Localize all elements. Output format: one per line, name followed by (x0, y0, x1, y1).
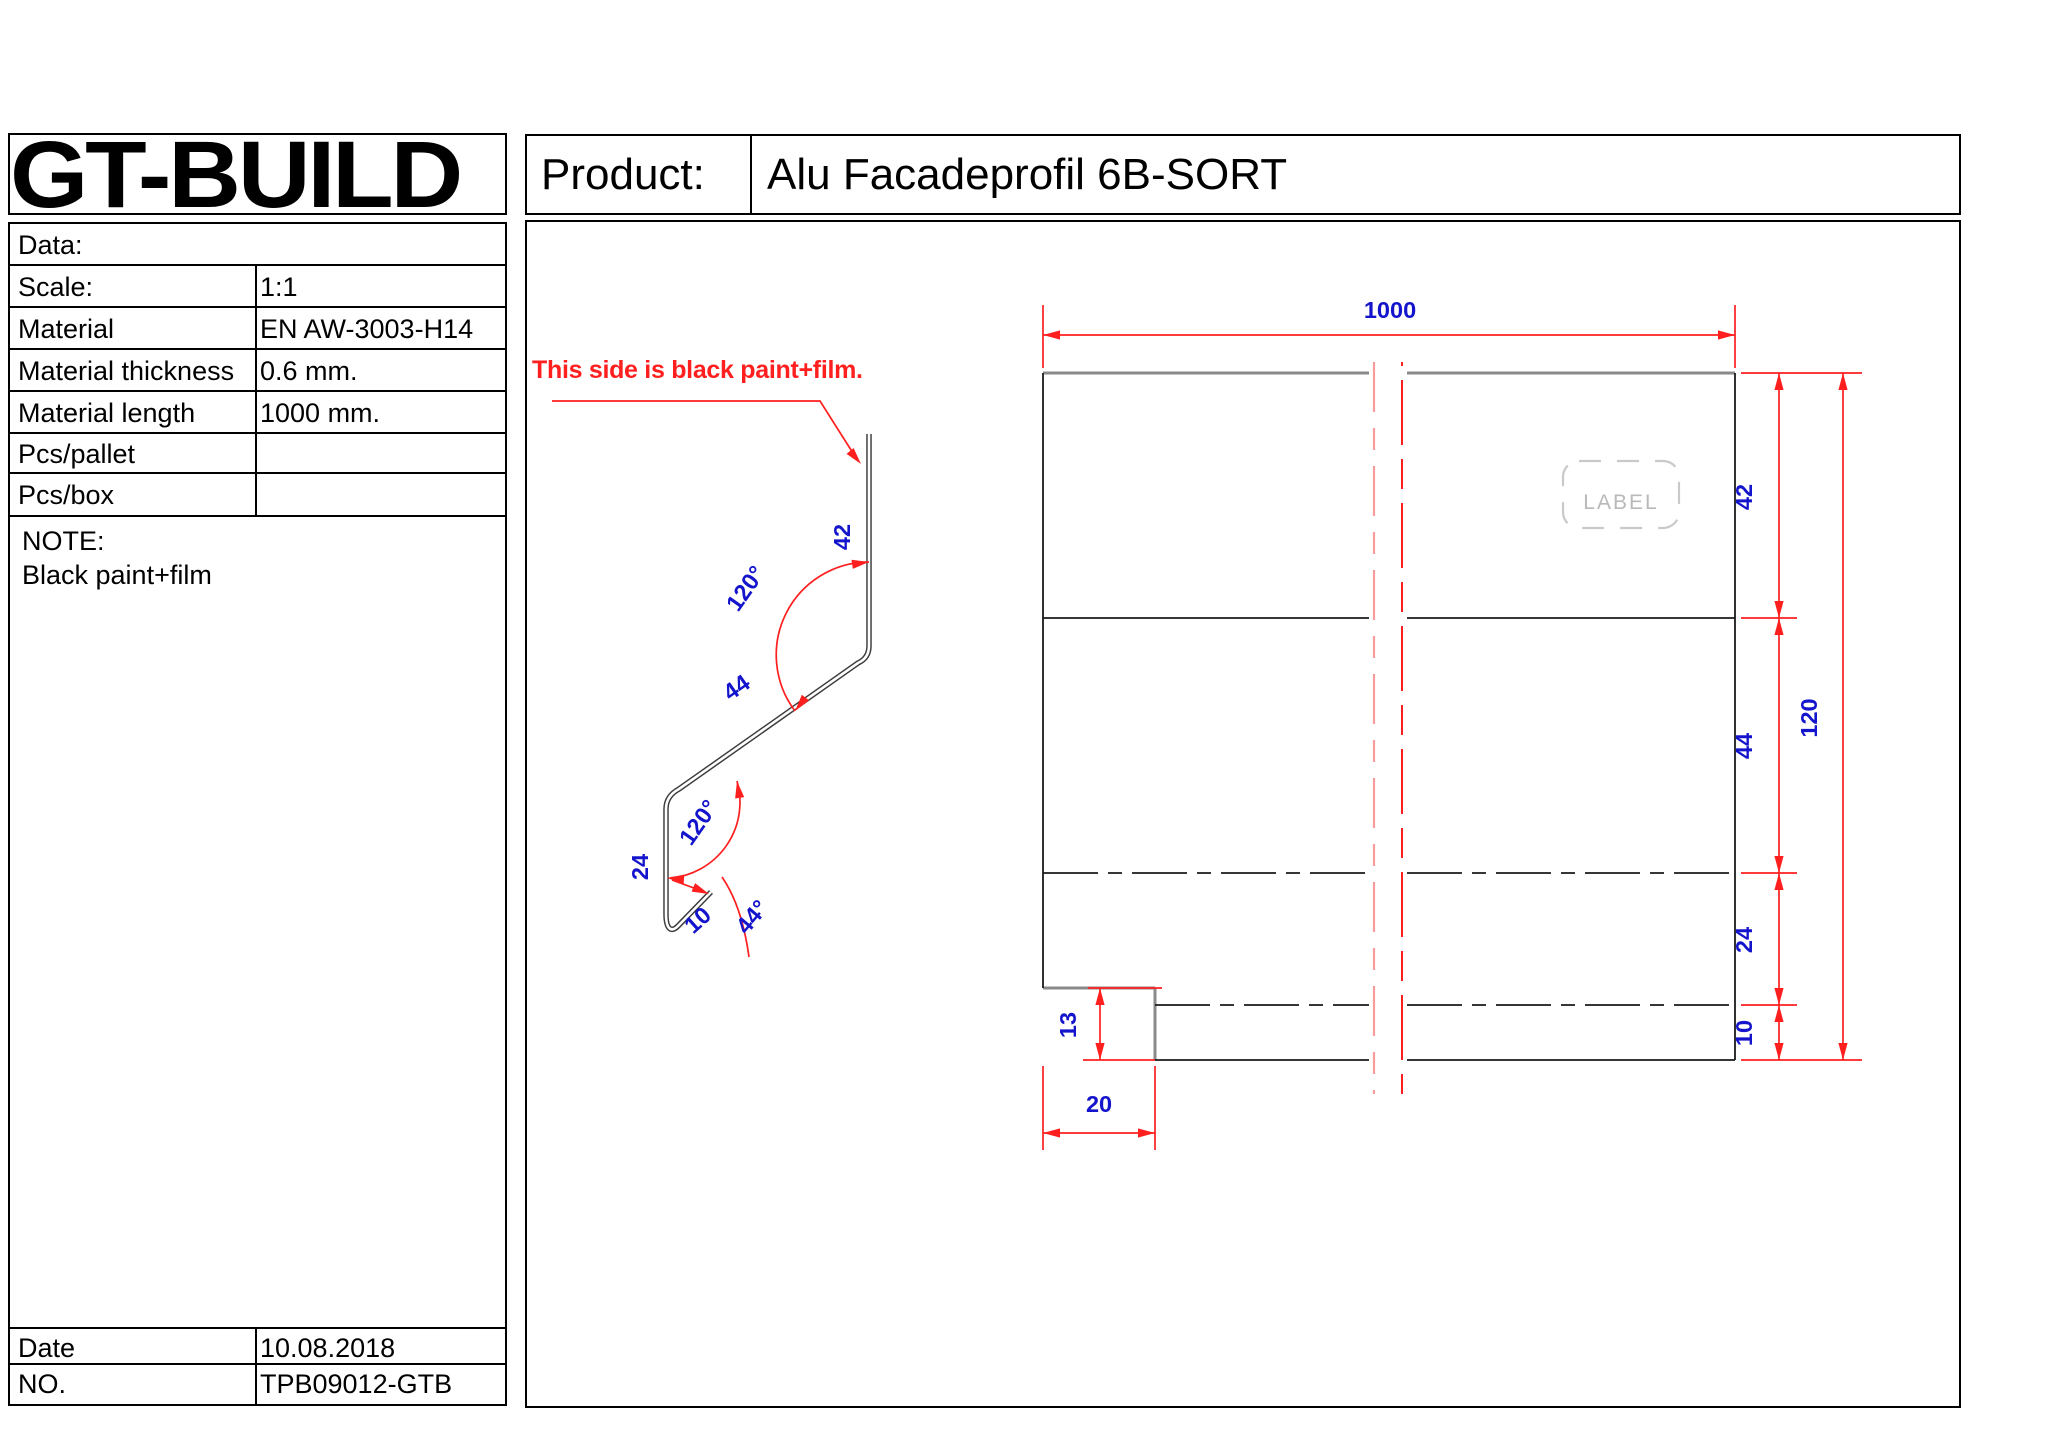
dim-width: 1000 (1364, 297, 1416, 323)
row-label: Material length (18, 398, 196, 428)
logo-text: GT-BUILD (10, 133, 463, 215)
profile-angle-120-top: 120° (721, 561, 770, 616)
drawing-frame (525, 220, 1961, 1408)
profile-outline (663, 434, 872, 932)
row-value: EN AW-3003-H14 (260, 314, 474, 344)
profile-dim-10: 10 (679, 902, 716, 939)
date-label: Date (18, 1333, 76, 1363)
column-divider (255, 1327, 257, 1404)
row-label: Material (18, 314, 115, 344)
header-divider (750, 136, 752, 213)
dim-notch-height: 13 (1055, 1012, 1081, 1038)
note-title: NOTE: (22, 526, 105, 556)
dim-band-42: 42 (1731, 484, 1757, 510)
info-table: Data: Scale: 1:1 Material EN AW-3003-H14… (8, 222, 507, 1406)
row-label: Pcs/box (18, 480, 115, 510)
profile-angle-120-bottom: 120° (674, 795, 723, 850)
bend-lines (1043, 617, 1735, 1006)
info-row-pallet: Pcs/pallet (10, 434, 505, 474)
sheet-edges (1042, 373, 1736, 1061)
label-placeholder-text: LABEL (1583, 491, 1658, 514)
note-text: Black paint+film (22, 560, 212, 590)
product-label: Product: (541, 150, 705, 199)
break-lines (1372, 362, 1403, 1094)
profile-dim-42: 42 (829, 524, 855, 550)
callout-text: This side is black paint+film. (532, 356, 863, 384)
no-row: NO. TPB09012-GTB (10, 1365, 505, 1404)
no-label: NO. (18, 1369, 67, 1399)
profile-angle-44: 44° (730, 895, 773, 939)
column-divider (255, 266, 257, 517)
info-header: Data: (18, 230, 83, 260)
info-row-scale: Scale: 1:1 (10, 266, 505, 308)
info-row-thickness: Material thickness 0.6 mm. (10, 350, 505, 392)
label-placeholder-box (1561, 459, 1681, 530)
angle-arcs (669, 561, 870, 958)
row-label: Scale: (18, 272, 94, 302)
profile-view: 42 120° 44 120° 24 10 44° (552, 400, 872, 958)
no-value: TPB09012-GTB (260, 1369, 453, 1399)
product-header: Product: Alu Facadeprofil 6B-SORT (525, 134, 1961, 215)
row-label: Pcs/pallet (18, 439, 136, 469)
row-label: Material thickness (18, 356, 235, 386)
row-value: 0.6 mm. (260, 356, 358, 386)
profile-dim-44: 44 (718, 669, 754, 705)
info-row-material: Material EN AW-3003-H14 (10, 308, 505, 350)
dim-notch-width: 20 (1086, 1091, 1112, 1117)
dimension-lines (1042, 305, 1862, 1150)
date-value: 10.08.2018 (260, 1333, 396, 1363)
info-row-data: Data: (10, 224, 505, 266)
profile-dim-24: 24 (627, 854, 653, 880)
sheet-top-edge (1043, 371, 1735, 1060)
leader-line (552, 400, 859, 462)
logo-box: GT-BUILD (8, 133, 507, 215)
dimension-arrows (1043, 330, 1848, 1138)
dim-total: 120 (1796, 698, 1822, 737)
info-row-box: Pcs/box (10, 474, 505, 517)
product-name: Alu Facadeprofil 6B-SORT (767, 150, 1288, 199)
dim-band-24: 24 (1731, 927, 1757, 953)
dim-band-44: 44 (1731, 733, 1757, 759)
row-value: 1:1 (260, 272, 298, 302)
date-row: Date 10.08.2018 (10, 1327, 505, 1365)
row-value: 1000 mm. (260, 398, 381, 428)
dim-band-10: 10 (1731, 1020, 1757, 1046)
info-row-length: Material length 1000 mm. (10, 392, 505, 434)
flat-pattern-view: LABEL (1042, 297, 1862, 1150)
note-block: NOTE: Black paint+film (22, 524, 212, 592)
